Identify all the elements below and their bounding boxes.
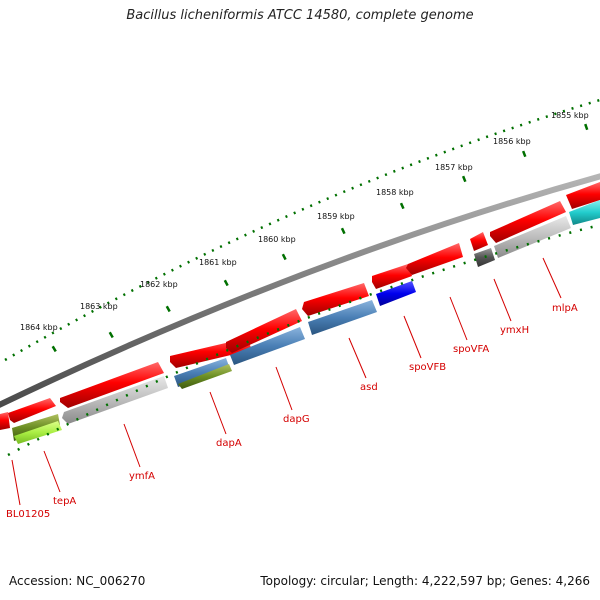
gene-label-spoVFB[interactable]: spoVFB <box>409 362 446 373</box>
major-tick-1856 <box>521 150 527 158</box>
gene-arrow[interactable] <box>474 248 495 267</box>
major-tick-1863 <box>108 331 114 339</box>
gene-label-spoVFA[interactable]: spoVFA <box>453 344 489 355</box>
major-tick-1859 <box>340 227 346 235</box>
kbp-label-1858: 1858 kbp <box>376 188 414 197</box>
gene-arrow[interactable] <box>230 327 305 365</box>
gene-labels: BL01205 tepA ymfA dapA dapG asd spoVFB s… <box>6 303 578 520</box>
kbp-label-1860: 1860 kbp <box>258 235 296 244</box>
leader-dapG <box>275 366 293 411</box>
genome-summary-text: Topology: circular; Length: 4,222,597 bp… <box>260 574 590 588</box>
gene-arrow[interactable] <box>470 232 488 251</box>
kbp-label-1863: 1863 kbp <box>80 302 118 311</box>
label-leaders <box>11 257 562 506</box>
leader-spoVFB <box>403 315 422 359</box>
major-tick-1861 <box>223 279 229 287</box>
gene-arrow[interactable] <box>8 398 56 423</box>
gene-arrow[interactable] <box>14 421 62 444</box>
gene-arrow[interactable] <box>178 364 232 389</box>
leader-tepA <box>43 450 61 493</box>
gene-arrow[interactable] <box>494 216 571 258</box>
gene-arrow[interactable] <box>302 283 369 316</box>
major-tick-1858 <box>399 202 405 210</box>
forward-strand-track <box>0 182 600 430</box>
kbp-label-1856: 1856 kbp <box>493 137 531 146</box>
kbp-label-1859: 1859 kbp <box>317 212 355 221</box>
gene-arrow[interactable] <box>372 264 412 289</box>
gene-arrow[interactable] <box>490 201 566 243</box>
leader-mlpA <box>542 257 562 299</box>
major-tick-1864 <box>51 345 57 353</box>
gene-label-ymfA[interactable]: ymfA <box>129 471 155 482</box>
gene-label-dapA[interactable]: dapA <box>216 438 242 449</box>
leader-asd <box>348 337 367 379</box>
gene-arrow[interactable] <box>376 281 416 306</box>
genome-backbone <box>0 173 600 408</box>
kbp-label-1861: 1861 kbp <box>199 258 237 267</box>
leader-dapA <box>209 391 227 435</box>
kbp-label-1857: 1857 kbp <box>435 163 473 172</box>
reverse-strand-track <box>12 200 600 444</box>
gene-arrow[interactable] <box>62 376 168 424</box>
gene-label-BL01205[interactable]: BL01205 <box>6 509 50 520</box>
gene-label-tepA[interactable]: tepA <box>53 496 76 507</box>
gene-label-asd[interactable]: asd <box>360 382 378 393</box>
major-tick-1862 <box>165 305 171 313</box>
major-tick-1855 <box>584 123 589 131</box>
kbp-label-1862: 1862 kbp <box>140 280 178 289</box>
gene-arrow[interactable] <box>226 309 302 353</box>
gene-arrow[interactable] <box>308 300 377 335</box>
gene-arrow[interactable] <box>569 200 600 225</box>
gene-arrow[interactable] <box>60 362 164 408</box>
kbp-labels: 1855 kbp 1856 kbp 1857 kbp 1858 kbp 1859… <box>20 111 589 332</box>
gene-arrow[interactable] <box>174 358 230 387</box>
kbp-label-1855: 1855 kbp <box>551 111 589 120</box>
gene-label-ymxH[interactable]: ymxH <box>500 325 529 336</box>
leader-spoVFA <box>449 296 468 341</box>
gene-arrow[interactable] <box>406 243 463 275</box>
map-title: Bacillus licheniformis ATCC 14580, compl… <box>126 8 474 23</box>
kbp-scale <box>4 98 600 362</box>
gene-label-mlpA[interactable]: mlpA <box>552 303 578 314</box>
leader-BL01205 <box>11 459 21 506</box>
leader-ymfA <box>123 423 141 468</box>
major-tick-1860 <box>281 253 287 261</box>
kbp-label-1864: 1864 kbp <box>20 323 58 332</box>
gene-label-dapG[interactable]: dapG <box>283 414 310 425</box>
gene-arrow[interactable] <box>566 182 600 209</box>
leader-ymxH <box>493 278 512 322</box>
gene-arrow[interactable] <box>0 412 10 430</box>
accession-text: Accession: NC_006270 <box>9 574 146 588</box>
major-tick-1857 <box>461 175 467 183</box>
